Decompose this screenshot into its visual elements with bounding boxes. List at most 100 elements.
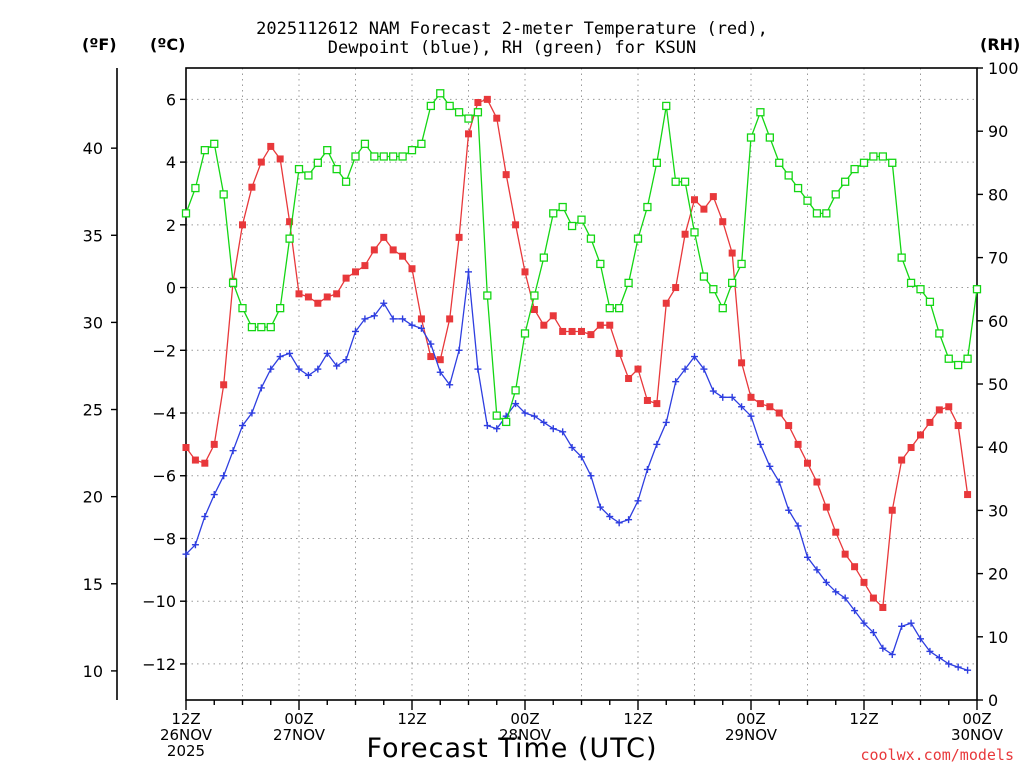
data-point: [945, 403, 953, 411]
data-point: [295, 365, 303, 373]
data-point: [699, 272, 709, 281]
data-point: [568, 327, 576, 335]
rh-tick-label: 90: [988, 122, 1008, 141]
data-point: [785, 422, 793, 430]
data-point: [304, 371, 312, 379]
data-point: [521, 409, 529, 417]
credit-text: coolwx.com/models: [860, 746, 1014, 764]
data-point: [257, 158, 265, 166]
data-point: [276, 304, 285, 313]
data-point: [408, 321, 416, 329]
data-point: [417, 139, 426, 148]
data-point: [653, 400, 661, 408]
data-point: [822, 503, 830, 511]
data-point: [747, 412, 755, 420]
data-point: [520, 329, 530, 338]
data-point: [718, 304, 727, 313]
data-point: [483, 95, 491, 103]
data-point: [295, 290, 303, 298]
data-point: [247, 322, 257, 332]
celsius-tick-label: −4: [152, 404, 176, 423]
data-point: [304, 171, 313, 180]
data-point: [540, 418, 548, 426]
data-point: [465, 268, 472, 276]
data-point: [841, 177, 850, 186]
data-point: [738, 359, 746, 367]
data-point: [276, 155, 284, 163]
data-point: [539, 253, 548, 262]
data-point: [191, 183, 200, 193]
data-point: [784, 171, 793, 180]
data-point: [455, 233, 463, 241]
data-point: [407, 146, 417, 155]
fahrenheit-tick-label: 25: [83, 401, 103, 420]
data-point: [427, 340, 435, 348]
data-point: [239, 221, 246, 229]
data-point: [691, 353, 698, 361]
data-point: [474, 365, 482, 373]
data-point: [756, 108, 765, 117]
data-point: [286, 218, 294, 226]
data-point: [465, 130, 472, 138]
data-point: [370, 246, 378, 254]
data-point: [700, 365, 708, 373]
data-point: [719, 218, 727, 226]
data-point: [360, 139, 370, 148]
data-point: [793, 183, 803, 193]
data-point: [323, 293, 331, 301]
data-point: [586, 234, 596, 243]
data-point: [804, 459, 811, 467]
data-point: [615, 304, 624, 313]
data-point: [417, 315, 425, 323]
data-point: [935, 654, 943, 662]
data-point: [313, 158, 322, 167]
data-point: [530, 412, 538, 420]
data-point: [417, 324, 425, 332]
rh-tick-label: 100: [988, 59, 1019, 78]
data-point: [370, 152, 379, 161]
fahrenheit-tick-label: 20: [83, 488, 103, 507]
series-line: [185, 271, 968, 671]
data-point: [728, 249, 736, 257]
data-point: [530, 306, 538, 314]
data-point: [568, 444, 576, 452]
data-point: [775, 158, 784, 167]
x-tick-label: 27NOV: [273, 726, 326, 744]
data-point: [587, 472, 595, 480]
data-point: [540, 321, 548, 329]
data-point: [831, 190, 840, 199]
data-point: [483, 291, 492, 300]
rh-tick-label: 80: [988, 185, 1008, 204]
data-point: [653, 440, 661, 448]
celsius-tick-label: 6: [166, 90, 176, 109]
data-point: [210, 491, 218, 499]
data-point: [662, 418, 670, 426]
data-point: [804, 553, 811, 561]
data-point: [370, 312, 378, 320]
grid-lines: [186, 68, 977, 700]
rh-tick-label: 0: [988, 691, 998, 710]
data-point: [954, 663, 962, 671]
data-point: [964, 666, 972, 674]
data-point: [765, 133, 774, 142]
data-point: [662, 101, 671, 111]
data-point: [200, 146, 209, 155]
data-point: [333, 290, 341, 298]
data-point: [304, 293, 312, 301]
data-point: [606, 321, 614, 329]
celsius-tick-label: 2: [166, 216, 176, 235]
data-point: [917, 635, 924, 643]
tick-labels: −12−10−8−6−4−202461015202530354001020304…: [83, 59, 1019, 760]
x-tick-label: 29NOV: [725, 726, 778, 744]
chart-title-line-2: Dewpoint (blue), RH (green) for KSUN: [327, 38, 697, 58]
data-point: [935, 406, 943, 414]
data-point: [380, 299, 388, 307]
chart-title-line-1: 2025112612 NAM Forecast 2-meter Temperat…: [256, 19, 768, 39]
data-point: [483, 422, 491, 430]
data-point: [521, 268, 529, 276]
data-point: [332, 164, 341, 174]
data-point: [859, 158, 869, 167]
rh-tick-label: 70: [988, 249, 1008, 268]
data-point: [917, 431, 924, 439]
data-point: [549, 312, 557, 320]
